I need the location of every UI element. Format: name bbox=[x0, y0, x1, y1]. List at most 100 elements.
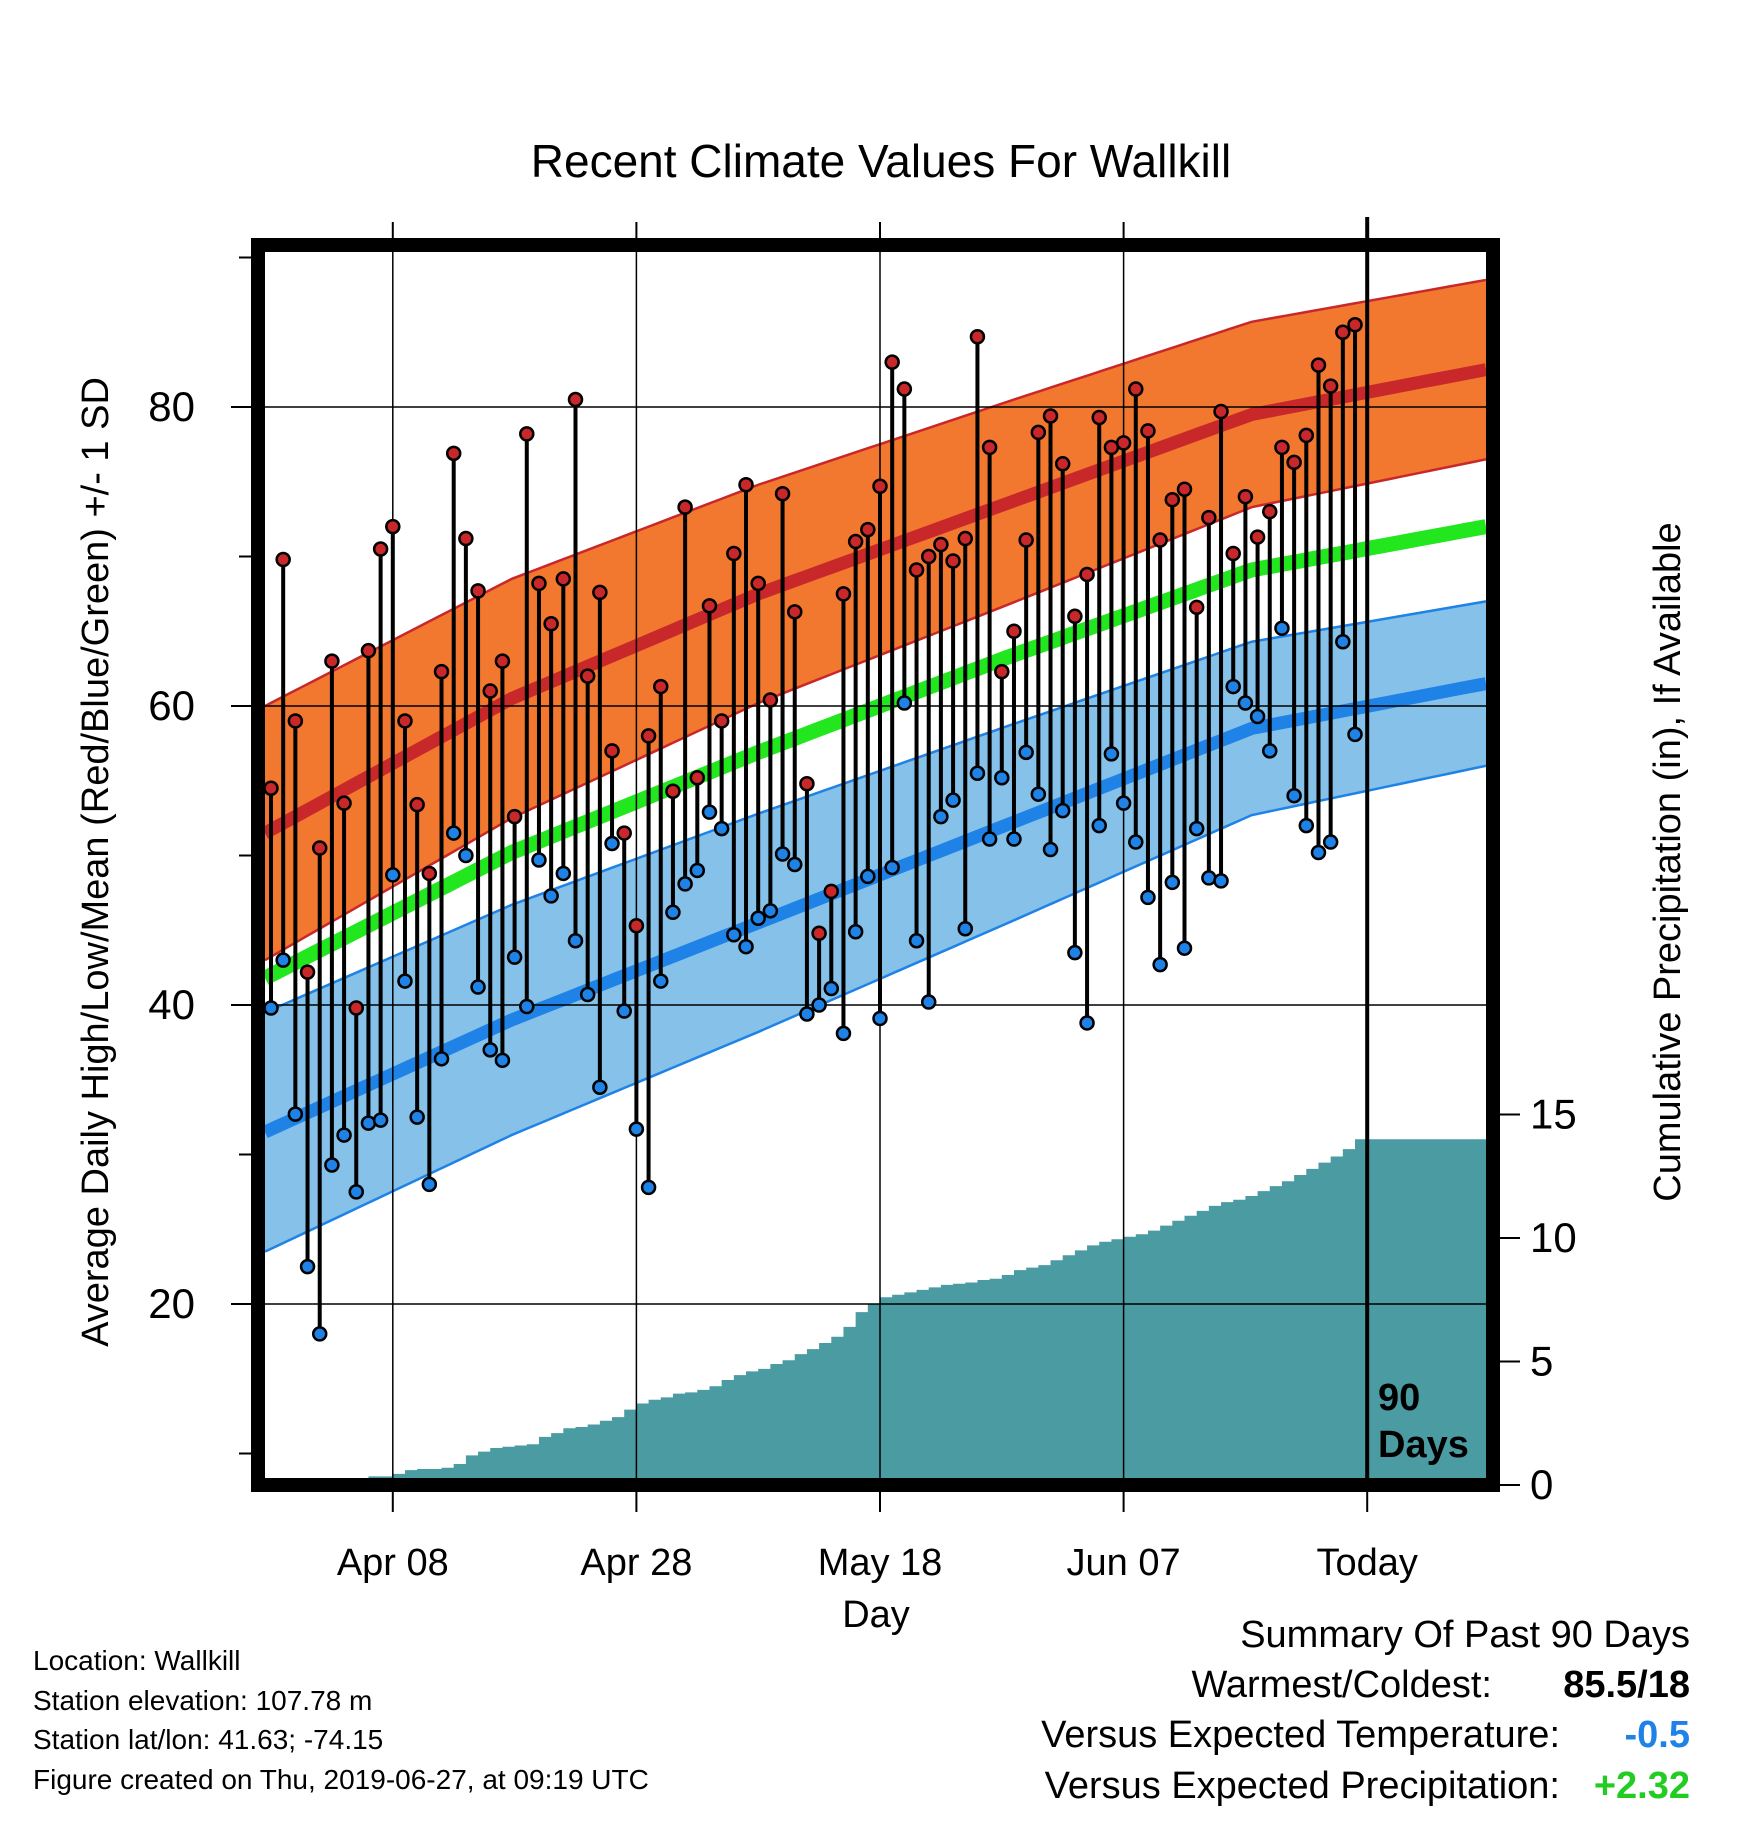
low-point-44 bbox=[799, 1006, 815, 1022]
low-point-40 bbox=[750, 910, 766, 927]
low-point-8 bbox=[360, 1115, 377, 1131]
low-point-41 bbox=[762, 903, 779, 919]
high-point-26 bbox=[579, 668, 596, 684]
low-point-39 bbox=[738, 938, 754, 955]
warmest-label: Warmest/Coldest: bbox=[1191, 1664, 1492, 1706]
low-point-69 bbox=[1103, 746, 1120, 762]
summary-temp-row: Versus Expected Temperature: -0.5 bbox=[1041, 1714, 1690, 1757]
high-point-62 bbox=[1018, 532, 1034, 548]
high-point-44 bbox=[799, 775, 815, 792]
high-point-74 bbox=[1164, 491, 1181, 508]
x-tick-label-4: Today bbox=[1316, 1542, 1417, 1584]
high-point-1 bbox=[275, 551, 291, 568]
high-point-28 bbox=[604, 743, 620, 759]
right-tick-label-5: 5 bbox=[1530, 1338, 1553, 1385]
high-point-63 bbox=[1030, 424, 1047, 441]
high-point-51 bbox=[884, 354, 900, 370]
low-point-3 bbox=[299, 1258, 316, 1275]
high-point-13 bbox=[421, 865, 438, 882]
low-point-62 bbox=[1018, 744, 1034, 761]
high-point-77 bbox=[1201, 509, 1217, 526]
low-point-53 bbox=[908, 932, 925, 949]
high-point-86 bbox=[1310, 357, 1327, 373]
summary-precip-row: Versus Expected Precipitation: +2.32 bbox=[1045, 1765, 1690, 1808]
low-point-57 bbox=[957, 921, 974, 937]
low-point-71 bbox=[1128, 834, 1144, 850]
high-point-79 bbox=[1225, 545, 1241, 562]
low-point-61 bbox=[1006, 831, 1022, 847]
high-point-46 bbox=[823, 883, 840, 900]
location-text: Location: Wallkill bbox=[33, 1645, 241, 1676]
high-point-39 bbox=[738, 476, 754, 493]
low-point-59 bbox=[981, 831, 998, 847]
low-point-9 bbox=[372, 1112, 389, 1128]
low-point-21 bbox=[519, 998, 535, 1015]
low-point-78 bbox=[1213, 873, 1229, 889]
low-point-55 bbox=[933, 808, 949, 825]
left-tick-label-40: 40 bbox=[148, 981, 195, 1028]
high-point-73 bbox=[1152, 532, 1168, 548]
low-point-14 bbox=[433, 1051, 450, 1067]
low-point-25 bbox=[567, 932, 584, 949]
low-point-5 bbox=[324, 1157, 340, 1173]
high-point-71 bbox=[1128, 381, 1144, 397]
precip-value: +2.32 bbox=[1593, 1765, 1690, 1807]
low-point-24 bbox=[555, 865, 572, 882]
summary-heading-text: Summary Of Past 90 Days bbox=[1240, 1614, 1690, 1656]
grid-lines bbox=[265, 252, 1486, 1478]
low-point-85 bbox=[1298, 817, 1315, 834]
low-point-89 bbox=[1347, 726, 1363, 743]
low-point-17 bbox=[470, 979, 486, 995]
low-point-54 bbox=[920, 994, 937, 1010]
high-point-87 bbox=[1322, 378, 1339, 394]
high-normal-band-upper-edge bbox=[264, 278, 1487, 708]
low-point-6 bbox=[336, 1127, 352, 1143]
left-tick-label-20: 20 bbox=[148, 1280, 195, 1327]
right-tick-label-15: 15 bbox=[1530, 1091, 1577, 1138]
daily-high-low-series bbox=[263, 317, 1363, 1342]
low-point-68 bbox=[1091, 817, 1107, 834]
low-point-74 bbox=[1164, 874, 1181, 891]
created-text: Figure created on Thu, 2019-06-27, at 09… bbox=[33, 1764, 649, 1795]
high-point-70 bbox=[1115, 435, 1132, 451]
high-point-11 bbox=[397, 713, 413, 729]
low-point-22 bbox=[531, 852, 547, 868]
low-point-45 bbox=[811, 997, 827, 1013]
high-point-41 bbox=[762, 692, 779, 708]
low-point-86 bbox=[1310, 844, 1327, 861]
low-point-11 bbox=[397, 973, 413, 989]
high-point-65 bbox=[1054, 456, 1071, 472]
elevation-text: Station elevation: 107.78 m bbox=[33, 1685, 373, 1716]
high-point-18 bbox=[482, 683, 498, 699]
low-point-4 bbox=[311, 1326, 328, 1342]
high-point-31 bbox=[640, 728, 657, 744]
high-point-6 bbox=[336, 795, 352, 811]
high-point-32 bbox=[653, 678, 669, 695]
low-point-52 bbox=[896, 695, 913, 711]
precip-cumulative-area bbox=[265, 1139, 1486, 1485]
high-point-84 bbox=[1286, 454, 1302, 471]
low-point-19 bbox=[494, 1052, 511, 1069]
high-point-89 bbox=[1347, 317, 1363, 333]
low-point-43 bbox=[786, 856, 803, 873]
low-point-35 bbox=[689, 862, 706, 879]
high-point-76 bbox=[1188, 599, 1205, 616]
low-point-56 bbox=[945, 792, 961, 808]
low-point-47 bbox=[835, 1025, 852, 1042]
low-point-64 bbox=[1042, 841, 1059, 858]
summary-heading: Summary Of Past 90 Days bbox=[1240, 1614, 1690, 1657]
high-point-35 bbox=[689, 770, 706, 786]
low-point-67 bbox=[1079, 1015, 1095, 1031]
x-tick-label-1: Apr 28 bbox=[580, 1542, 692, 1584]
left-tick-label-80: 80 bbox=[148, 383, 195, 430]
high-point-37 bbox=[713, 713, 730, 729]
warmest-value: 85.5/18 bbox=[1563, 1664, 1690, 1706]
low-point-7 bbox=[348, 1184, 365, 1200]
high-point-45 bbox=[811, 925, 827, 941]
temp-value: -0.5 bbox=[1624, 1714, 1690, 1756]
high-point-82 bbox=[1262, 503, 1278, 520]
high-point-55 bbox=[933, 536, 949, 553]
high-point-53 bbox=[908, 562, 925, 578]
low-point-76 bbox=[1188, 820, 1205, 837]
